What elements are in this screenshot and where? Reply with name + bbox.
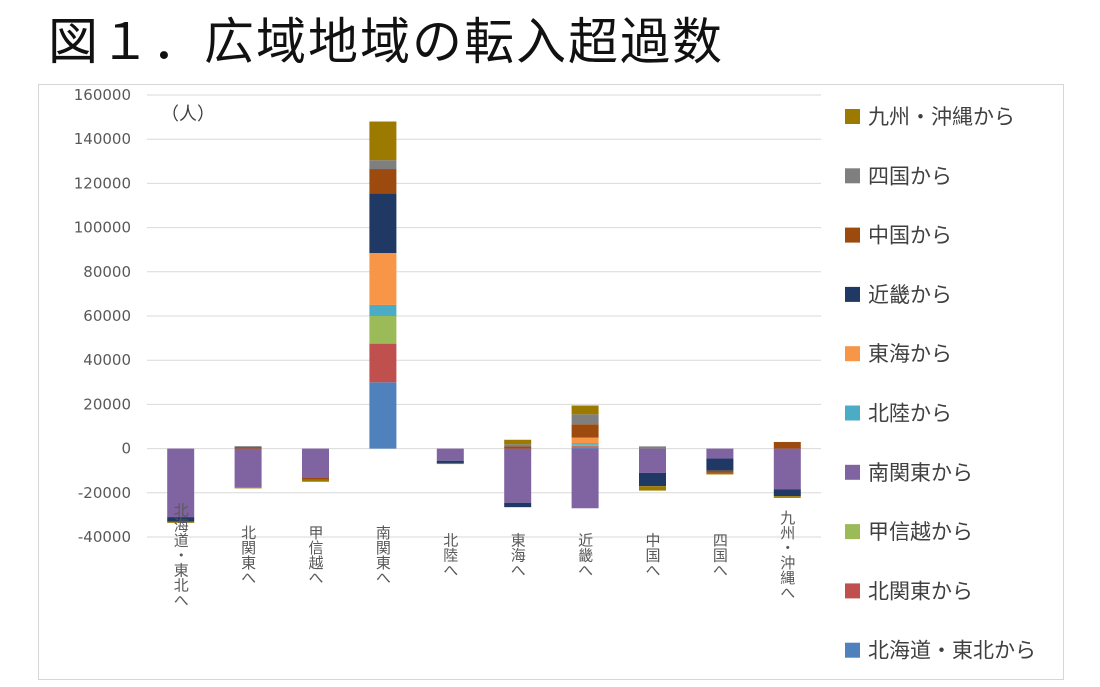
bar-segment — [369, 316, 397, 344]
bar-segment — [167, 521, 195, 523]
bar-segment — [504, 439, 532, 445]
bar-segment — [571, 448, 599, 509]
legend-swatch — [845, 583, 860, 599]
bar-segment — [773, 496, 801, 498]
legend-label: 四国から — [868, 164, 952, 188]
x-tick-label: 北陸へ — [441, 533, 459, 578]
bar-segment — [571, 447, 599, 449]
x-tick-label: 東海へ — [509, 533, 527, 578]
bar-segment — [234, 487, 262, 489]
bar-segment — [504, 444, 532, 447]
bar-segment — [369, 382, 397, 449]
y-tick-label: 60000 — [83, 307, 131, 325]
x-tick-label: 近畿へ — [576, 533, 594, 578]
bar-segment — [571, 443, 599, 445]
bar-segment — [302, 479, 329, 482]
y-tick-label: 20000 — [83, 395, 131, 413]
bar-segment — [773, 489, 801, 497]
x-tick-label: 甲信越へ — [307, 525, 325, 585]
bar-segment — [302, 448, 329, 478]
bars — [167, 121, 801, 523]
legend-label: 近畿から — [868, 283, 952, 307]
legend-swatch — [845, 524, 860, 540]
legend-swatch — [845, 109, 860, 124]
stacked-bar-chart: 160000 140000 120000 100000 80000 60000 40000 2… — [74, 86, 1036, 663]
bar-segment — [167, 517, 195, 522]
bar-segment — [773, 448, 801, 490]
grid-lines — [147, 94, 821, 538]
bar-segment — [369, 121, 397, 161]
bar-segment — [504, 502, 532, 508]
y-tick-label: 140000 — [74, 130, 131, 148]
legend-label: 北関東から — [868, 579, 973, 603]
bar-segment — [639, 446, 666, 449]
legend-swatch — [845, 286, 860, 302]
bar-segment — [706, 472, 734, 475]
bar-segment — [639, 448, 666, 473]
bar-segment — [234, 446, 262, 448]
legend-swatch — [845, 168, 860, 184]
bar-segment — [369, 253, 397, 305]
bar-segment — [167, 448, 195, 518]
x-axis: 北海道・東北へ 北関東へ 甲信越へ 南関東へ 北陸へ 東海へ 近畿へ 中国へ 四国へ 九州・沖縄へ — [172, 503, 797, 608]
legend-label: 東海から — [868, 342, 952, 366]
legend-label: 南関東から — [868, 461, 973, 485]
unit-label: （人） — [161, 104, 215, 125]
legend-swatch — [845, 642, 860, 658]
y-tick-label: 120000 — [74, 174, 131, 192]
legend-swatch — [845, 227, 860, 243]
y-axis: 160000 140000 120000 100000 80000 60000 40000 2… — [74, 86, 131, 546]
legend-label: 北海道・東北から — [868, 639, 1036, 663]
bar-segment — [302, 477, 329, 480]
chart-frame: 160000 140000 120000 100000 80000 60000 40000 2… — [38, 84, 1064, 680]
page-title: 図１．広域地域の転入超過数 — [48, 13, 724, 71]
bar-segment — [773, 441, 801, 449]
legend-label: 中国から — [868, 224, 952, 248]
x-tick-label: 北関東へ — [239, 525, 257, 585]
bar-segment — [706, 470, 734, 473]
bar-segment — [706, 458, 734, 471]
bar-segment — [436, 462, 464, 465]
y-tick-label: 160000 — [74, 86, 131, 104]
bar-segment — [504, 446, 532, 449]
bar-segment — [639, 472, 666, 487]
y-tick-label: -40000 — [78, 528, 131, 546]
bar-segment — [571, 414, 599, 425]
y-tick-label: 80000 — [83, 263, 131, 281]
bar-segment — [234, 447, 262, 449]
bar-segment — [571, 405, 599, 415]
legend-swatch — [845, 405, 860, 421]
legend-label: 九州・沖縄から — [868, 105, 1015, 129]
bar-segment — [571, 444, 599, 447]
y-tick-label: -20000 — [78, 484, 131, 502]
bar-segment — [369, 343, 397, 383]
bar-segment — [436, 460, 464, 463]
bar-segment — [639, 486, 666, 491]
legend-label: 甲信越から — [868, 520, 973, 544]
bar-segment — [369, 193, 397, 254]
x-tick-label: 中国へ — [644, 533, 662, 578]
y-tick-label: 40000 — [83, 351, 131, 369]
x-tick-label: 九州・沖縄へ — [778, 510, 796, 600]
y-tick-label: 0 — [121, 440, 131, 458]
bar-segment — [571, 446, 599, 448]
bar-segment — [504, 448, 532, 503]
bar-segment — [369, 160, 397, 170]
x-tick-label: 四国へ — [711, 533, 729, 578]
legend: 九州・沖縄から四国から中国から近畿から東海から北陸から南関東から甲信越から北関東… — [845, 105, 1036, 663]
bar-segment — [369, 169, 397, 194]
legend-swatch — [845, 464, 860, 480]
legend-swatch — [845, 346, 860, 362]
x-tick-label: 南関東へ — [374, 525, 392, 585]
bar-segment — [436, 448, 464, 461]
legend-label: 北陸から — [868, 402, 952, 426]
bar-segment — [369, 304, 397, 316]
bar-segment — [234, 448, 262, 488]
x-tick-label: 北海道・東北へ — [172, 503, 190, 608]
bar-segment — [571, 424, 599, 438]
bar-segment — [571, 437, 599, 444]
y-tick-label: 100000 — [74, 219, 131, 237]
bar-segment — [706, 448, 734, 459]
